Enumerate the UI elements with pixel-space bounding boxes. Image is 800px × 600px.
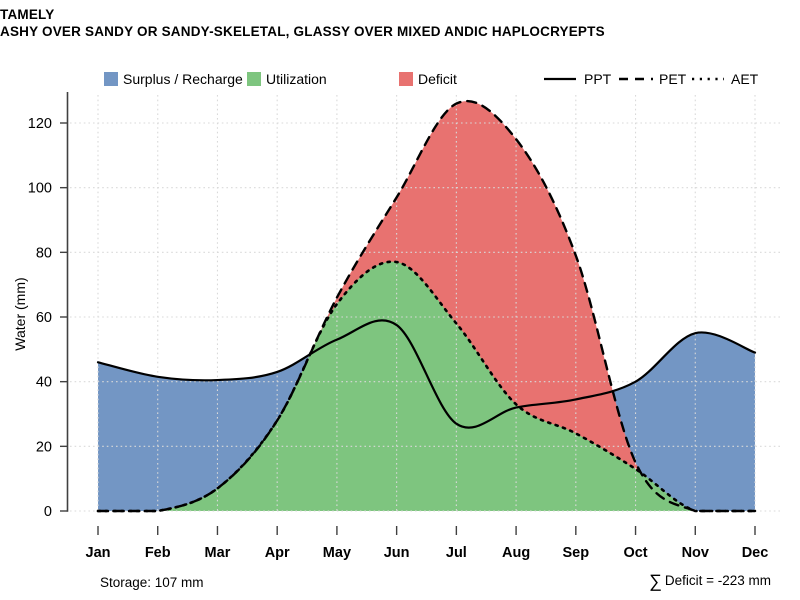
page-title: TAMELY (0, 7, 55, 22)
deficit-text: Deficit = -223 mm (664, 573, 771, 588)
x-tick-label: Jun (384, 545, 410, 561)
legend-label-ppt: PPT (584, 71, 612, 87)
ppt-line-sample (544, 77, 576, 81)
x-tick-label: Jul (446, 545, 467, 561)
legend-label-surplus: Surplus / Recharge (123, 71, 243, 87)
y-tick-label: 100 (28, 181, 52, 197)
area-aet (98, 261, 755, 511)
x-tick-label: Apr (265, 545, 290, 561)
legend-label-pet: PET (659, 71, 687, 87)
storage-annotation: Storage: 107 mm (100, 575, 204, 590)
x-tick-label: Sep (563, 545, 590, 561)
x-tick-label: Jan (86, 545, 111, 561)
deficit-swatch (399, 72, 413, 86)
x-tick-label: Mar (205, 545, 231, 561)
x-tick-label: Dec (742, 545, 769, 561)
page-subtitle: ASHY OVER SANDY OR SANDY-SKELETAL, GLASS… (0, 24, 605, 39)
legend-label-deficit: Deficit (418, 71, 457, 87)
pet-line-sample (619, 77, 653, 81)
y-tick-label: 0 (44, 504, 52, 520)
deficit-annotation: ∑ Deficit = -223 mm (649, 571, 771, 592)
surplus-swatch (104, 72, 118, 86)
curve-aet (96, 260, 757, 513)
legend-label-aet: AET (731, 71, 759, 87)
x-tick-label: Feb (145, 545, 171, 561)
curve-ppt (96, 319, 757, 429)
aet-line-sample (692, 77, 724, 81)
x-tick-label: Aug (502, 545, 530, 561)
utilization-swatch (247, 72, 261, 86)
x-tick-label: May (323, 545, 351, 561)
y-tick-label: 120 (28, 116, 52, 132)
y-tick-label: 20 (36, 439, 52, 455)
legend-label-utilization: Utilization (266, 71, 327, 87)
sigma-symbol: ∑ (649, 571, 662, 591)
y-tick-label: 60 (36, 310, 52, 326)
x-tick-label: Nov (682, 545, 709, 561)
x-tick-label: Oct (623, 545, 647, 561)
y-tick-label: 40 (36, 375, 52, 391)
y-axis-title: Water (mm) (12, 277, 28, 351)
y-tick-label: 80 (36, 245, 52, 261)
